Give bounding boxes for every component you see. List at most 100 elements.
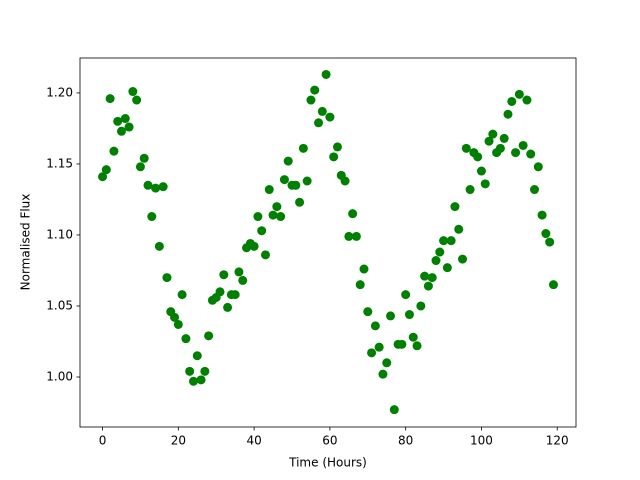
data-point <box>109 146 119 156</box>
data-point <box>359 264 369 274</box>
data-point <box>124 122 134 132</box>
data-point <box>120 114 130 124</box>
data-point <box>249 241 259 251</box>
data-point <box>427 273 437 283</box>
data-point <box>351 231 361 241</box>
data-point <box>370 321 380 331</box>
data-point <box>348 209 358 219</box>
y-tick-label: 1.20 <box>46 85 73 99</box>
data-point <box>132 95 142 105</box>
data-point <box>374 342 384 352</box>
data-point <box>401 290 411 300</box>
data-point <box>253 212 263 222</box>
data-point <box>234 267 244 277</box>
data-point <box>151 183 161 193</box>
data-point <box>442 263 452 273</box>
data-point <box>423 281 433 291</box>
data-point <box>173 319 183 329</box>
data-point <box>332 142 342 152</box>
data-point <box>230 290 240 300</box>
data-point <box>181 334 191 344</box>
data-point <box>200 366 210 376</box>
data-point <box>188 376 198 386</box>
data-point <box>158 182 168 192</box>
data-point <box>185 366 195 376</box>
data-point <box>310 85 320 95</box>
data-point <box>499 133 509 143</box>
data-point <box>495 143 505 153</box>
data-point <box>389 405 399 415</box>
data-point <box>545 237 555 247</box>
data-point <box>98 172 108 182</box>
data-point <box>480 179 490 189</box>
data-point <box>408 332 418 342</box>
data-point <box>135 162 145 172</box>
x-tick-label: 120 <box>546 434 569 448</box>
data-point <box>461 143 471 153</box>
x-tick-label: 20 <box>171 434 186 448</box>
y-tick-label: 1.00 <box>46 370 73 384</box>
data-point <box>458 254 468 264</box>
data-point <box>511 148 521 158</box>
data-point <box>518 140 528 150</box>
data-point <box>435 247 445 257</box>
data-point <box>295 197 305 207</box>
data-point <box>404 310 414 320</box>
data-point <box>446 236 456 246</box>
data-point <box>503 109 513 119</box>
data-point <box>314 118 324 128</box>
data-point <box>473 152 483 162</box>
data-point <box>154 241 164 251</box>
data-point <box>514 89 524 99</box>
data-point <box>272 202 282 212</box>
data-point <box>420 271 430 281</box>
data-point <box>196 375 206 385</box>
data-point <box>276 212 286 222</box>
x-axis-label: Time (Hours) <box>288 456 367 470</box>
data-point <box>476 166 486 176</box>
data-point <box>488 129 498 139</box>
data-point <box>450 202 460 212</box>
data-point <box>257 226 267 236</box>
data-point <box>530 185 540 195</box>
data-point <box>143 180 153 190</box>
data-point <box>344 231 354 241</box>
data-point <box>541 229 551 239</box>
y-tick-label: 1.15 <box>46 156 73 170</box>
data-point <box>101 165 111 175</box>
x-tick-label: 0 <box>99 434 107 448</box>
data-point <box>128 87 138 97</box>
data-point <box>548 280 558 290</box>
data-point <box>170 312 180 322</box>
data-point <box>367 348 377 358</box>
data-point <box>439 236 449 246</box>
data-point <box>386 311 396 321</box>
x-tick-label: 60 <box>322 434 337 448</box>
data-point <box>363 307 373 317</box>
data-point <box>321 69 331 79</box>
data-point <box>177 290 187 300</box>
data-point <box>147 212 157 222</box>
data-point <box>397 339 407 349</box>
data-point <box>279 175 289 185</box>
data-point <box>533 162 543 172</box>
data-point <box>454 224 464 234</box>
data-point <box>317 106 327 116</box>
data-point <box>507 96 517 106</box>
data-point <box>291 180 301 190</box>
data-point <box>340 176 350 186</box>
data-point <box>283 156 293 166</box>
x-tick-label: 80 <box>398 434 413 448</box>
data-point <box>219 270 229 280</box>
y-tick-label: 1.10 <box>46 227 73 241</box>
data-point <box>416 301 426 311</box>
x-tick-label: 100 <box>470 434 493 448</box>
data-point <box>302 176 312 186</box>
data-point <box>162 273 172 283</box>
data-point <box>378 369 388 379</box>
data-point <box>526 149 536 159</box>
data-point <box>268 210 278 220</box>
data-point <box>113 116 123 126</box>
